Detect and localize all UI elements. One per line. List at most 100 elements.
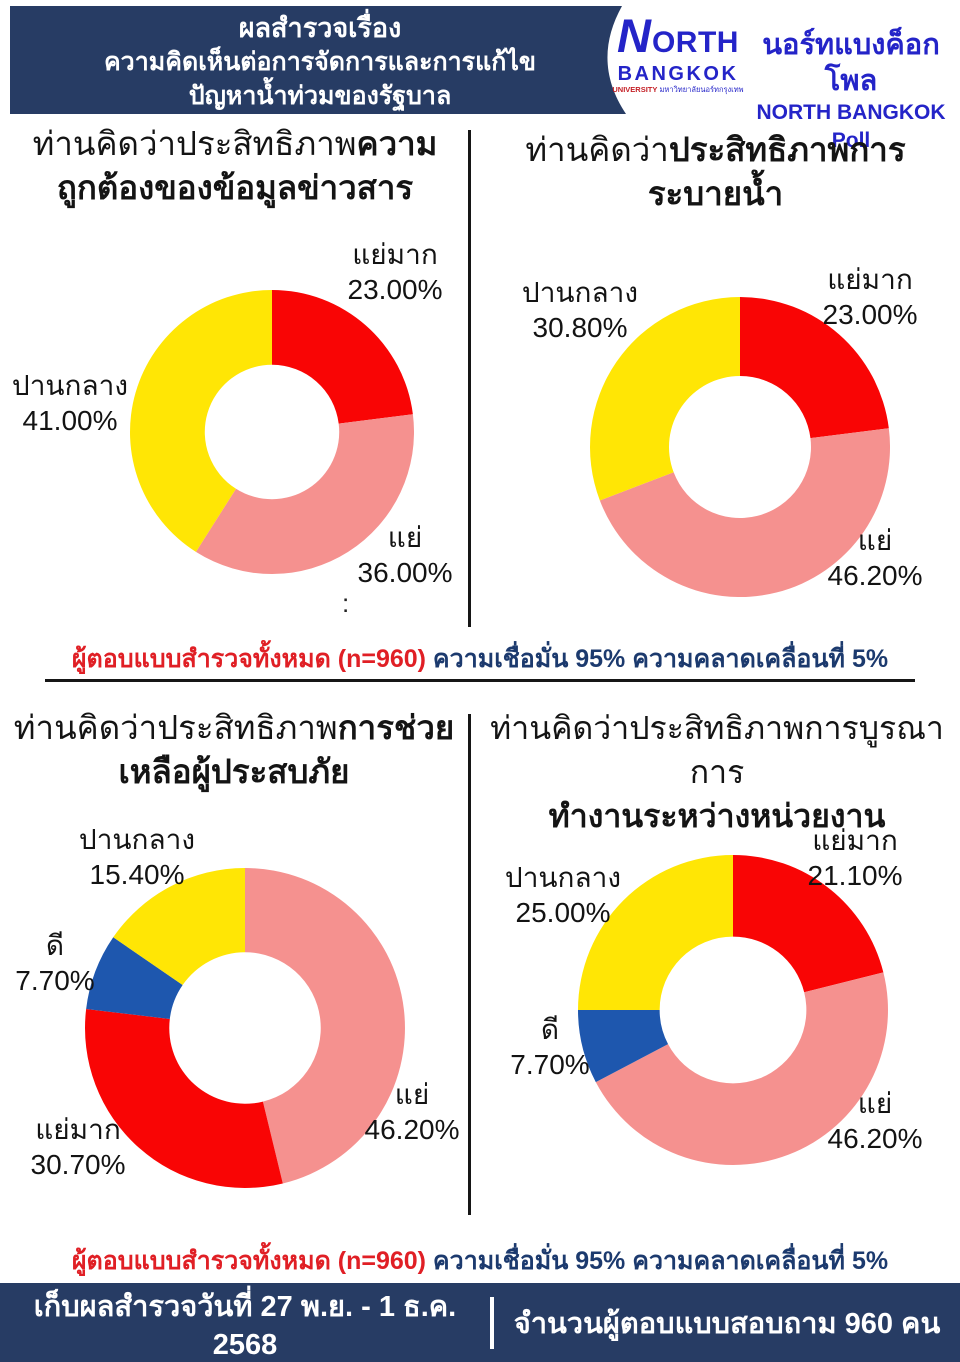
slice-name: แย่มาก [35, 1114, 121, 1145]
confidence-text: ความเชื่อมั่น 95% ความคลาดเคลื่อนที่ 5% [425, 1247, 889, 1275]
logo-wordmark-north: N ORTH [610, 9, 746, 63]
horizontal-rule [45, 679, 915, 682]
label-bad: แย่ 36.00% [330, 520, 480, 590]
slice-name: แย่มาก [352, 239, 438, 270]
header-title: ผลสำรวจเรื่อง ความคิดเห็นต่อการจัดการและ… [30, 11, 610, 113]
donut-chart-victim-assistance [85, 868, 405, 1188]
slice-value: 36.00% [357, 557, 453, 588]
slice-value: 25.00% [515, 897, 611, 928]
chart1-title-bold: ความ [356, 125, 438, 162]
donut-chart-water-drainage [590, 297, 890, 597]
donut-slice-แย่มาก [740, 297, 889, 439]
donut-slice-แย่มาก [272, 290, 413, 424]
slice-value: 46.20% [827, 560, 923, 591]
chart2-title-normal: ท่านคิดว่า [525, 131, 669, 168]
label-very-bad: แย่มาก 21.10% [780, 823, 930, 893]
confidence-text: ความเชื่อมั่น 95% ความคลาดเคลื่อนที่ 5% [425, 645, 889, 673]
label-bad: แย่ 46.20% [800, 523, 950, 593]
vertical-divider-top [468, 130, 471, 627]
chart2-title-line1: ท่านคิดว่าประสิทธิภาพการ [488, 128, 943, 172]
donut-slice-แย่ [595, 972, 888, 1165]
logo-orth: ORTH [651, 26, 739, 59]
header-banner-shape [10, 6, 626, 114]
donut-slice-ปานกลาง [130, 290, 272, 552]
slice-value: 7.70% [510, 1049, 590, 1080]
sample-size-text: ผู้ตอบแบบสำรวจทั้งหมด (n=960) [71, 645, 426, 673]
chart4-title-line1: ท่านคิดว่าประสิทธิภาพการบูรณาการ [476, 706, 958, 794]
label-moderate: ปานกลาง 30.80% [505, 275, 655, 345]
slice-value: 41.00% [22, 405, 118, 436]
footer-bar: เก็บผลสำรวจวันที่ 27 พ.ย. - 1 ธ.ค. 2568 … [0, 1283, 960, 1362]
label-very-bad: แย่มาก 23.00% [320, 237, 470, 307]
slice-value: 23.00% [822, 299, 918, 330]
label-bad: แย่ 46.20% [800, 1086, 950, 1156]
chart4-title: ท่านคิดว่าประสิทธิภาพการบูรณาการ ทำงานระ… [476, 706, 958, 838]
slice-value: 15.40% [89, 859, 185, 890]
slice-value: 21.10% [807, 860, 903, 891]
label-very-bad: แย่มาก 30.70% [3, 1112, 153, 1182]
chart4-title-normal: ท่านคิดว่าประสิทธิภาพการบูรณาการ [490, 710, 944, 790]
chart2-title-bold: ประสิทธิภาพการ [668, 131, 906, 168]
logo-wordmark-bangkok: BANGKOK [617, 63, 739, 85]
chart1-title: ท่านคิดว่าประสิทธิภาพความ ถูกต้องของข้อม… [10, 122, 460, 210]
chart3-title: ท่านคิดว่าประสิทธิภาพการช่วย เหลือผู้ประ… [5, 706, 463, 794]
donut-slice-แย่ [245, 868, 405, 1184]
chart1-title-normal: ท่านคิดว่าประสิทธิภาพ [32, 125, 357, 162]
slice-value: 7.70% [15, 965, 95, 996]
chart4-title-line2: ทำงานระหว่างหน่วยงาน [548, 798, 886, 834]
label-good: ดี 7.70% [475, 1012, 625, 1082]
chart3-title-line2: เหลือผู้ประสบภัย [118, 753, 350, 790]
slice-value: 23.00% [347, 274, 443, 305]
chart1-title-line1: ท่านคิดว่าประสิทธิภาพความ [10, 122, 460, 166]
donut-slice-ดี [578, 1010, 669, 1083]
poll-brand: นอร์ทแบงค็อกโพล NORTH BANGKOK Poll [742, 27, 960, 155]
slice-name: แย่ [857, 1088, 893, 1119]
sample-size-text: ผู้ตอบแบบสำรวจทั้งหมด (n=960) [71, 1247, 426, 1275]
logo-subline-thai: มหาวิทยาลัยนอร์ทกรุงเทพ [659, 85, 744, 94]
slice-name: แย่ [387, 522, 423, 553]
poll-brand-english: NORTH BANGKOK Poll [756, 101, 946, 152]
methodology-note-bottom: ผู้ตอบแบบสำรวจทั้งหมด (n=960) ความเชื่อม… [0, 1245, 960, 1277]
chart3-title-line1: ท่านคิดว่าประสิทธิภาพการช่วย [5, 706, 463, 750]
slice-name: ปานกลาง [78, 824, 196, 855]
slice-name: ปานกลาง [11, 370, 129, 401]
label-good: ดี 7.70% [0, 928, 110, 998]
footer-divider [490, 1296, 494, 1349]
respondent-count-text: จำนวนผู้ตอบแบบสอบถาม 960 คน [513, 1307, 941, 1340]
header-title-line2: ความคิดเห็นต่อการจัดการและการแก้ไข [103, 48, 537, 76]
header-title-line1: ผลสำรวจเรื่อง [238, 13, 402, 43]
chart2-title-line2: ระบายน้ำ [647, 175, 784, 212]
chart1-title-line2: ถูกต้องของข้อมูลข่าวสาร [56, 169, 414, 206]
label-very-bad: แย่มาก 23.00% [795, 262, 945, 332]
chart2-title: ท่านคิดว่าประสิทธิภาพการ ระบายน้ำ [488, 128, 943, 216]
donut-slice-แย่ [599, 428, 890, 597]
poll-brand-thai: นอร์ทแบงค็อกโพล [762, 29, 940, 97]
chart3-title-normal: ท่านคิดว่าประสิทธิภาพ [13, 709, 338, 746]
vertical-divider-bottom [468, 714, 471, 1215]
slice-name: แย่มาก [827, 264, 913, 295]
donut-slice-ปานกลาง [590, 297, 740, 501]
logo-subline-university: UNIVERSITY [612, 85, 658, 94]
slice-name: แย่ [394, 1079, 430, 1110]
slice-value: 46.20% [364, 1114, 460, 1145]
label-bad: แย่ 46.20% [337, 1077, 487, 1147]
label-moderate: ปานกลาง 15.40% [62, 822, 212, 892]
chart3-title-bold: การช่วย [337, 709, 455, 746]
label-moderate: ปานกลาง 41.00% [0, 368, 140, 438]
donut-chart-agency-integration [578, 855, 888, 1165]
donut-chart-information-accuracy [130, 290, 414, 574]
slice-name: ดี [45, 930, 65, 961]
donut-slice-แย่มาก [85, 1008, 283, 1188]
survey-date-text: เก็บผลสำรวจวันที่ 27 พ.ย. - 1 ธ.ค. 2568 [33, 1291, 457, 1361]
slice-name: แย่ [857, 525, 893, 556]
slice-name: แย่มาก [812, 825, 898, 856]
donut-slice-แย่ [195, 414, 414, 574]
methodology-note-top: ผู้ตอบแบบสำรวจทั้งหมด (n=960) ความเชื่อม… [0, 643, 960, 675]
north-bangkok-university-logo: N ORTH BANGKOK UNIVERSITY มหาวิทยาลัยนอร… [610, 9, 746, 95]
slice-value: 30.70% [30, 1149, 126, 1180]
logo-n-letter: N [617, 9, 651, 62]
colon-artifact: : [342, 588, 350, 618]
slice-name: ปานกลาง [521, 277, 639, 308]
slice-value: 30.80% [532, 312, 628, 343]
